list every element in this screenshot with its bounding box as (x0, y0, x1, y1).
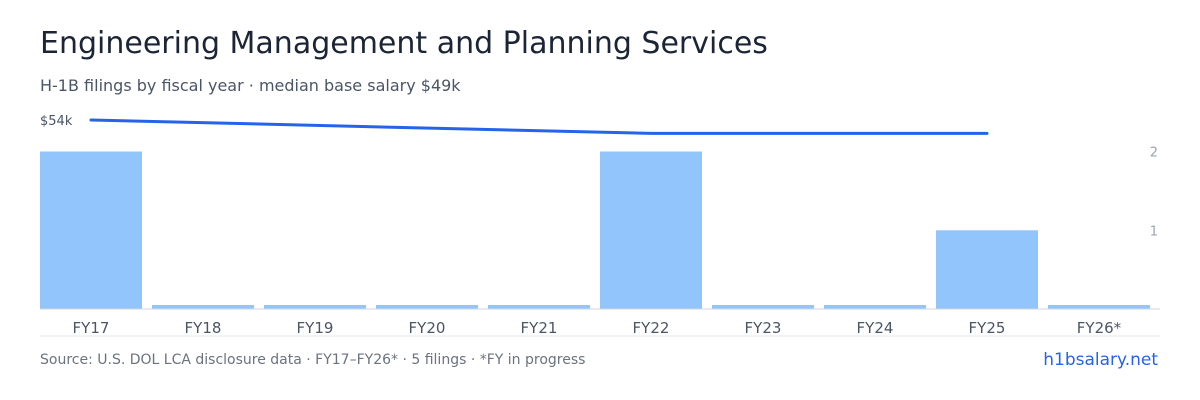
x-tick-label: FY25 (969, 319, 1006, 337)
bar-fy22 (600, 151, 702, 309)
x-tick-label: FY21 (521, 319, 558, 337)
bar-fy18 (152, 305, 254, 309)
bar-fy17 (40, 151, 142, 309)
bar-fy26-partial (1048, 305, 1150, 309)
median-salary-line (89, 118, 989, 135)
bars-layer (40, 151, 1150, 310)
right-axis-tick-label: 2 (1150, 146, 1158, 161)
right-axis-ticks: 12 (1150, 146, 1158, 240)
bar-fy19 (264, 305, 366, 309)
x-tick-label: FY22 (633, 319, 670, 337)
bar-fy23 (712, 305, 814, 309)
left-axis-ticks: $54k (40, 114, 73, 129)
bar-fy20 (376, 305, 478, 309)
x-tick-label: FY23 (745, 319, 782, 337)
bar-fy25 (936, 230, 1038, 310)
bar-fy24 (824, 305, 926, 309)
x-tick-label: FY24 (857, 319, 894, 337)
x-tick-labels: FY17 FY18 FY19 FY20 FY21 FY22 FY23 FY24 FY25 FY26… (73, 319, 1122, 337)
x-tick-label: FY18 (185, 319, 222, 337)
salary-line-layer (89, 118, 989, 135)
x-tick-label: FY17 (73, 319, 110, 337)
footer-source-note: Source: U.S. DOL LCA disclosure data · F… (40, 352, 586, 368)
chart-title: Engineering Management and Planning Serv… (40, 26, 768, 61)
x-tick-label: FY20 (409, 319, 446, 337)
chart-subtitle: H-1B filings by fiscal year · median bas… (40, 76, 461, 95)
x-tick-label: FY26* (1077, 319, 1122, 337)
footer-brand-link[interactable]: h1bsalary.net (1043, 350, 1158, 370)
left-axis-tick-label: $54k (40, 114, 73, 129)
right-axis-tick-label: 1 (1150, 224, 1158, 239)
x-tick-label: FY19 (297, 319, 334, 337)
bar-fy21 (488, 305, 590, 309)
